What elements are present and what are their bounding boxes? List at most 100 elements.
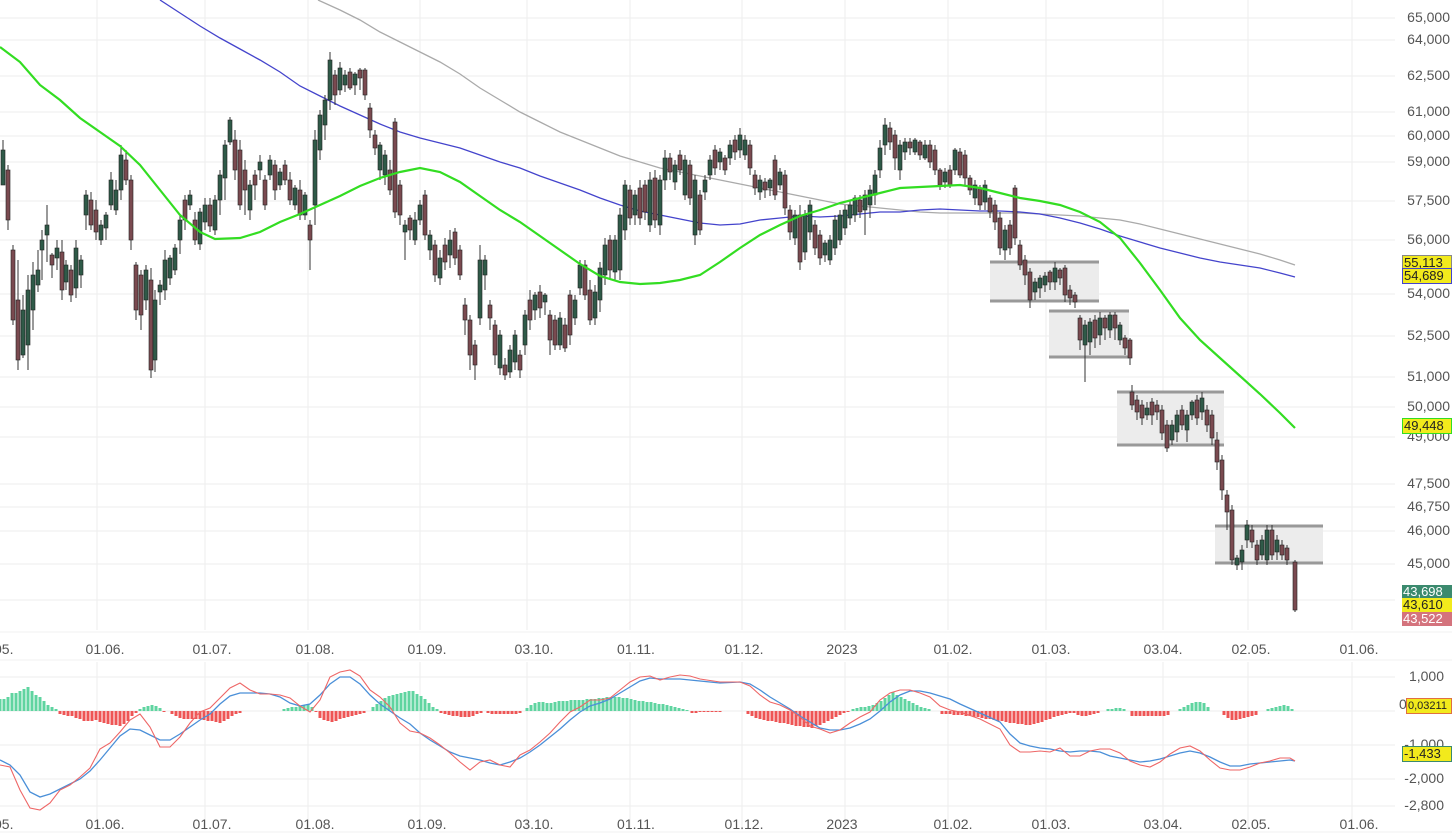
macd-hist-bar-negative: [178, 711, 182, 718]
macd-hist-bar-negative: [778, 711, 782, 723]
macd-hist-bar-positive: [537, 702, 541, 711]
macd-hist-bar-positive: [609, 697, 613, 711]
candle-up: [682, 159, 688, 196]
macd-hist-bar-positive: [371, 707, 375, 711]
macd-hist-bar-negative: [774, 711, 778, 722]
candle-down: [407, 217, 413, 231]
macd-hist-bar-positive: [549, 703, 553, 711]
candle-down: [857, 199, 863, 213]
macd-hist-bar-negative: [1250, 711, 1254, 716]
candle-down: [1164, 424, 1170, 449]
candle-up: [417, 204, 423, 221]
candle-down: [1214, 439, 1220, 463]
date-tick-label: 01.11.: [617, 816, 655, 832]
macd-hist-bar-positive: [621, 698, 625, 711]
macd-hist-bar-positive: [294, 707, 298, 711]
candle-down: [1102, 317, 1108, 329]
macd-hist-bar-negative: [443, 711, 447, 714]
candle-down: [282, 164, 288, 181]
price-tick-label: 62,500: [1407, 67, 1450, 83]
macd-hist-bar-negative: [346, 711, 350, 717]
candle-up: [872, 174, 878, 196]
macd-hist-bar-negative: [992, 711, 996, 720]
candle-up: [302, 194, 308, 216]
candle-up: [447, 239, 453, 256]
candle-up: [257, 161, 263, 171]
candle-up: [312, 139, 318, 206]
candle-up: [1107, 314, 1113, 331]
candle-up: [1042, 275, 1048, 286]
macd-hist-bar-negative: [766, 711, 770, 721]
macd-hist-bar-negative: [1096, 711, 1100, 713]
candle-down: [747, 144, 753, 169]
macd-hist-bar-negative: [330, 711, 334, 722]
candle-down: [1022, 259, 1028, 276]
candle-down: [782, 174, 788, 209]
candle-down: [1219, 459, 1225, 491]
candle-up: [292, 187, 298, 206]
macd-hist-bar-negative: [1134, 711, 1138, 716]
candle-up: [108, 179, 114, 206]
macd-hist-bar-positive: [1110, 709, 1114, 711]
macd-hist-bar-positive: [569, 700, 573, 711]
candle-up: [277, 171, 283, 186]
macd-hist-bar-negative: [1088, 711, 1092, 715]
price-tick-label: 57,500: [1407, 192, 1450, 208]
date-tick-label: 01.08.: [295, 816, 335, 832]
candle-down: [59, 251, 65, 291]
candle-down: [547, 314, 553, 341]
candle-up: [78, 259, 84, 276]
macd-hist-bar-positive: [379, 701, 383, 711]
macd-hist-bar-negative: [1040, 711, 1044, 722]
macd-hist-bar-positive: [38, 697, 42, 711]
macd-hist-bar-positive: [1122, 709, 1126, 711]
macd-hist-bar-positive: [685, 710, 689, 711]
low-price-tag: 43,522: [1402, 612, 1452, 626]
candle-down: [1149, 401, 1155, 416]
date-tick-label: 03.10.: [514, 816, 554, 832]
macd-hist-bar-positive: [863, 707, 867, 711]
macd-hist-bar-positive: [407, 691, 411, 711]
macd-hist-bar-negative: [66, 711, 70, 716]
candle-down: [652, 177, 658, 221]
macd-hist-bar-negative: [518, 711, 522, 713]
candle-down: [1129, 391, 1135, 406]
macd-hist-bar-negative: [202, 711, 206, 720]
candle-up: [177, 219, 183, 241]
candle-up: [1199, 397, 1205, 413]
candle-down: [937, 169, 943, 186]
candle-up: [1052, 267, 1058, 283]
candle-up: [227, 119, 233, 143]
macd-hist-bar-negative: [455, 711, 459, 716]
candle-down: [1159, 409, 1165, 434]
macd-hist-bar-negative: [463, 711, 467, 717]
candle-down: [517, 354, 523, 371]
candle-up: [532, 294, 538, 311]
macd-hist-bar-negative: [798, 711, 802, 726]
macd-hist-bar-positive: [1186, 705, 1190, 711]
macd-hist-bar-negative: [698, 711, 702, 712]
macd-hist-bar-positive: [46, 705, 50, 711]
candle-up: [512, 334, 518, 363]
candle-down: [492, 324, 498, 356]
candle-down: [607, 239, 613, 271]
candle-up: [63, 264, 69, 283]
macd-hist-bar-negative: [1092, 711, 1096, 714]
macd-hist-bar-positive: [1270, 708, 1274, 711]
macd-histogram-value-tag: 0,03211: [1406, 698, 1452, 714]
macd-hist-bar-negative: [1234, 711, 1238, 720]
candle-down: [627, 189, 633, 219]
candle-down: [252, 174, 258, 186]
price-tick-label: 64,000: [1407, 31, 1450, 47]
macd-hist-bar-positive: [391, 695, 395, 711]
candle-up: [167, 257, 173, 279]
macd-hist-bar-negative: [786, 711, 790, 724]
macd-hist-bar-negative: [354, 711, 358, 715]
macd-hist-bar-positive: [142, 707, 146, 711]
macd-hist-bar-negative: [238, 711, 242, 713]
macd-hist-bar-negative: [490, 711, 494, 714]
candle-down: [10, 249, 16, 321]
date-tick-label: 01.06.: [85, 816, 125, 832]
candle-up: [942, 171, 948, 183]
